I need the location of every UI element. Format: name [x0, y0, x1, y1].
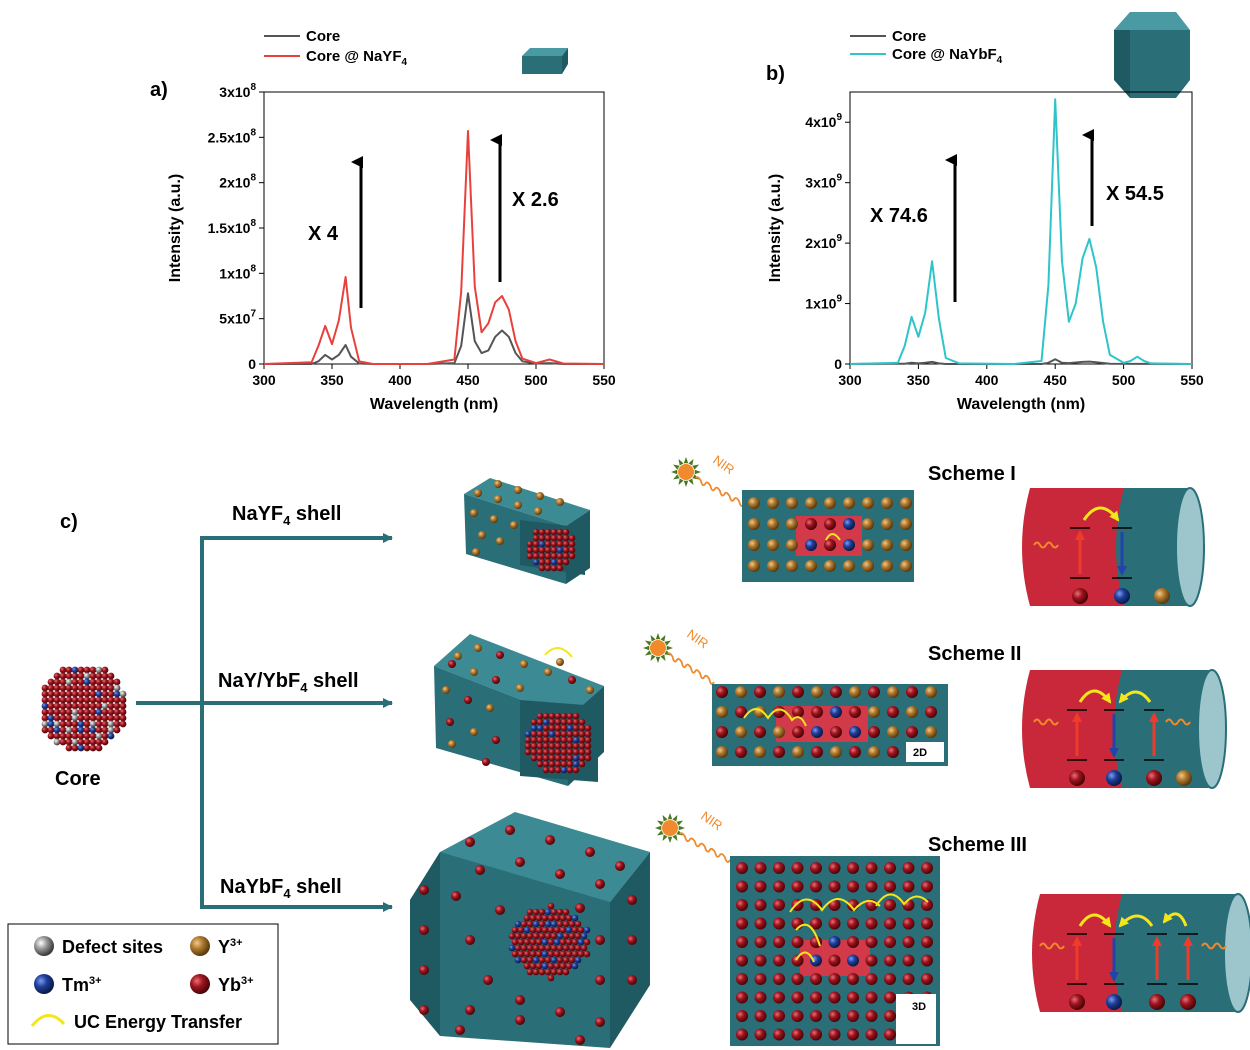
panel-b: b) Core Core @ NaYbF4 300 350 400 450 500 550… [766, 12, 1204, 413]
plot-b-xtick-label: 450 [1044, 372, 1068, 388]
plot-a-ytick-label: 1.5x108 [208, 218, 257, 236]
plot-a-xtick-label: 500 [524, 372, 548, 388]
tm-swatch [34, 974, 54, 994]
annot-a-left: X 4 [308, 223, 339, 245]
plot-b-xlabel: Wavelength (nm) [957, 396, 1085, 413]
legend-a-shell: Core @ NaYF4 [306, 48, 407, 68]
plot-b-ytick-label: 4x109 [805, 112, 842, 130]
scheme-3-diagram [1032, 893, 1250, 1013]
scheme-1-title: Scheme I [928, 463, 1016, 485]
scheme-3-title: Scheme III [928, 834, 1027, 856]
panel-b-label: b) [766, 63, 785, 85]
branch-arrows [136, 533, 393, 912]
plot-a-ytick-label: 5x107 [219, 309, 256, 327]
panel-c: c) Core NaYF4 shell NaY/YbF4 shell NaYbF… [7, 452, 1250, 1048]
plot-a-series-shell [263, 130, 605, 365]
panel-a: a) Core Core @ NaYF4 300 350 400 450 500 550 0… [150, 28, 616, 413]
prism-large-icon [1114, 12, 1190, 98]
legend-c: Defect sites Y3+ Tm3+ Yb3+ UC Energy Tra… [7, 923, 279, 1045]
legend-a-core: Core [306, 28, 340, 45]
branch-label-3: NaYbF4 shell [220, 876, 342, 901]
plot-b-ytick-label: 3x109 [805, 173, 842, 191]
legend-a: Core Core @ NaYF4 [264, 28, 407, 68]
panel-a-label: a) [150, 79, 168, 101]
plot-b-xtick-label: 550 [1180, 372, 1204, 388]
plot-a-ytick-label: 0 [248, 356, 256, 372]
legend-yb: Yb3+ [218, 975, 254, 995]
nanoparticle-naybf4 [410, 812, 650, 1048]
plot-a: 300 350 400 450 500 550 0 5x107 1x108 1.5x108 2x10… [167, 82, 616, 413]
plot-b-series-core [849, 358, 1193, 365]
annot-b-right: X 54.5 [1106, 183, 1164, 205]
panel-c-label: c) [60, 511, 78, 533]
branch-label-2: NaY/YbF4 shell [218, 670, 359, 695]
nir-label: NIR [710, 452, 737, 477]
plot-b: 300 350 400 450 500 550 0 1x109 2x109 3x109 4x109 W… [767, 98, 1204, 413]
plot-b-xtick-label: 300 [838, 372, 862, 388]
nanoparticle-nay-ybf4 [434, 634, 604, 786]
plot-b-series-shell [849, 98, 1193, 365]
nir-source-3: NIR [655, 808, 731, 863]
lattice-2: 2D [712, 684, 948, 766]
nir-source-1: NIR [671, 452, 745, 507]
uc-transfer-icon [30, 1014, 66, 1027]
plot-a-xtick-label: 300 [252, 372, 276, 388]
core-nanoparticle [41, 666, 127, 752]
plot-b-ylabel: Intensity (a.u.) [767, 174, 784, 282]
scheme-1-diagram [1022, 487, 1205, 607]
plot-a-ytick-label: 2.5x108 [208, 127, 257, 145]
legend-defect: Defect sites [62, 937, 163, 957]
plot-b-ytick-label: 0 [834, 356, 842, 372]
legend-b-core: Core [892, 28, 926, 45]
plot-a-ytick-label: 3x108 [219, 82, 256, 100]
nir-label: NIR [684, 626, 711, 651]
legend-uc: UC Energy Transfer [74, 1012, 242, 1032]
scheme-2-diagram [1022, 669, 1227, 789]
lattice-1 [742, 490, 914, 582]
plot-a-xtick-label: 350 [320, 372, 344, 388]
nir-label: NIR [698, 808, 725, 833]
legend-b-shell: Core @ NaYbF4 [892, 46, 1003, 66]
plot-b-xtick-label: 500 [1112, 372, 1136, 388]
yb-swatch [190, 974, 210, 994]
annot-a-right: X 2.6 [512, 189, 559, 211]
scheme-2-title: Scheme II [928, 643, 1021, 665]
plot-a-series-core [264, 292, 604, 365]
defect-site-swatch [34, 936, 54, 956]
legend-tm: Tm3+ [62, 975, 102, 995]
nir-source-2: NIR [643, 626, 715, 685]
plot-a-xlabel: Wavelength (nm) [370, 396, 498, 413]
badge-2d-label: 2D [913, 747, 927, 759]
plot-a-xtick-label: 450 [456, 372, 480, 388]
badge-3d-label: 3D [912, 1001, 926, 1013]
plot-a-xtick-label: 550 [592, 372, 616, 388]
branch-label-1: NaYF4 shell [232, 503, 342, 528]
plot-a-ytick-label: 2x108 [219, 173, 256, 191]
plot-b-ytick-label: 1x109 [805, 294, 842, 312]
badge-3d [896, 994, 936, 1044]
lattice-3: 3D [730, 856, 940, 1046]
plot-b-xtick-label: 400 [975, 372, 999, 388]
core-label: Core [55, 768, 101, 790]
plot-b-ytick-label: 2x109 [805, 233, 842, 251]
plot-b-frame [849, 91, 1193, 365]
badge-2d [906, 742, 944, 762]
nanoparticle-nayf4 [464, 478, 590, 584]
plot-a-xtick-label: 400 [388, 372, 412, 388]
y-swatch [190, 936, 210, 956]
prism-small-icon [522, 48, 568, 74]
plot-b-xtick-label: 350 [907, 372, 931, 388]
plot-a-ylabel: Intensity (a.u.) [167, 174, 184, 282]
plot-a-ytick-label: 1x108 [219, 263, 256, 281]
legend-b: Core Core @ NaYbF4 [850, 28, 1003, 66]
legend-y: Y3+ [218, 937, 243, 957]
annot-b-left: X 74.6 [870, 205, 928, 227]
